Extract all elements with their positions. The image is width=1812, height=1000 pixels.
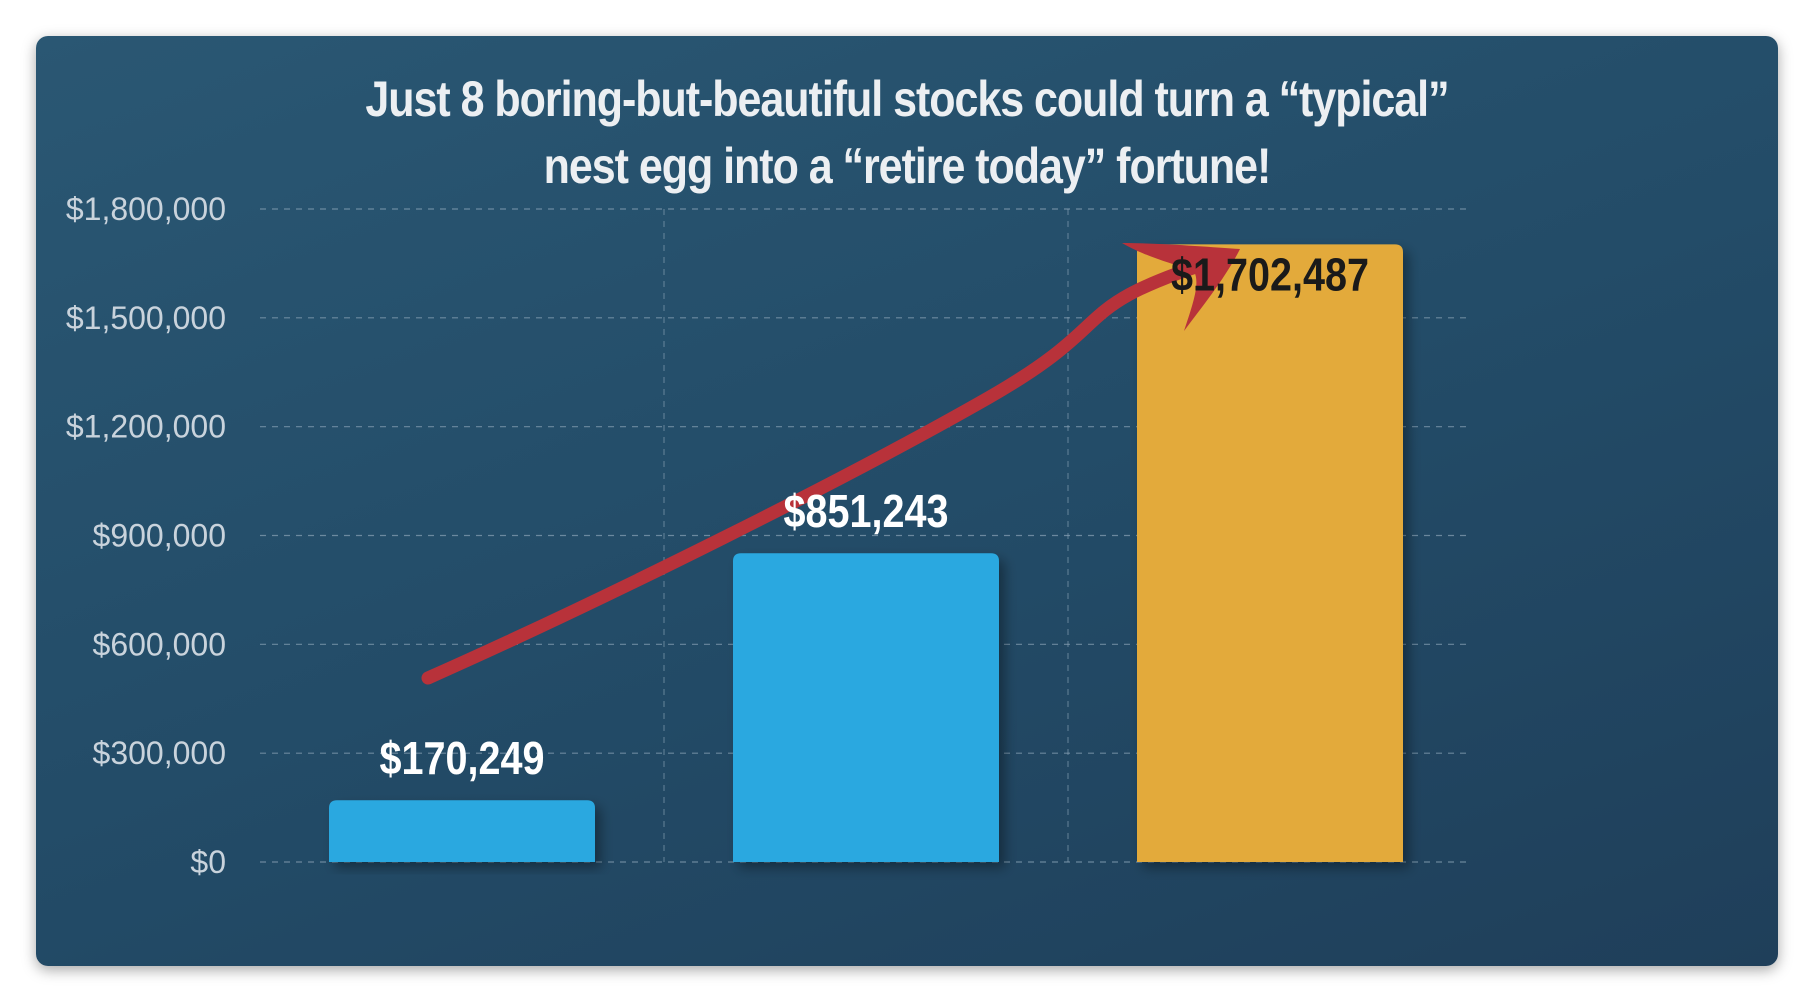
- bar-3: [1137, 244, 1403, 862]
- bar-value-label-3: $1,702,487: [1171, 250, 1369, 301]
- y-axis-ticks: $0 $300,000 $600,000 $900,000 $1,200,000 $1,5…: [66, 191, 226, 880]
- trend-arrow-shaft: [421, 250, 1233, 685]
- bar-2: [733, 553, 999, 862]
- trend-arrow-head: [1122, 243, 1240, 331]
- chart-title: Just 8 boring-but-beautiful stocks could…: [158, 66, 1656, 200]
- chart-title-line-2: nest egg into a “retire today” fortune!: [543, 138, 1272, 194]
- bar-1: [329, 800, 595, 862]
- trend-arrow-layer: [421, 243, 1240, 685]
- y-tick-label: $1,800,000: [66, 191, 226, 227]
- y-tick-label: $1,200,000: [66, 409, 226, 445]
- bar-chart: $0 $300,000 $600,000 $900,000 $1,200,000 $1,5…: [66, 191, 1472, 880]
- y-tick-label: $0: [190, 844, 226, 880]
- y-tick-label: $300,000: [93, 735, 226, 771]
- data-labels: $170,249 $851,243 $1,702,487: [380, 250, 1369, 785]
- bar-value-label-2: $851,243: [784, 486, 949, 537]
- chart-card: Just 8 boring-but-beautiful stocks could…: [36, 36, 1778, 966]
- chart-title-line-1: Just 8 boring-but-beautiful stocks could…: [365, 71, 1449, 127]
- y-tick-label: $900,000: [93, 518, 226, 554]
- y-tick-label: $1,500,000: [66, 300, 226, 336]
- bars: [329, 244, 1403, 862]
- y-tick-label: $600,000: [93, 626, 226, 662]
- bar-value-label-1: $170,249: [380, 733, 545, 784]
